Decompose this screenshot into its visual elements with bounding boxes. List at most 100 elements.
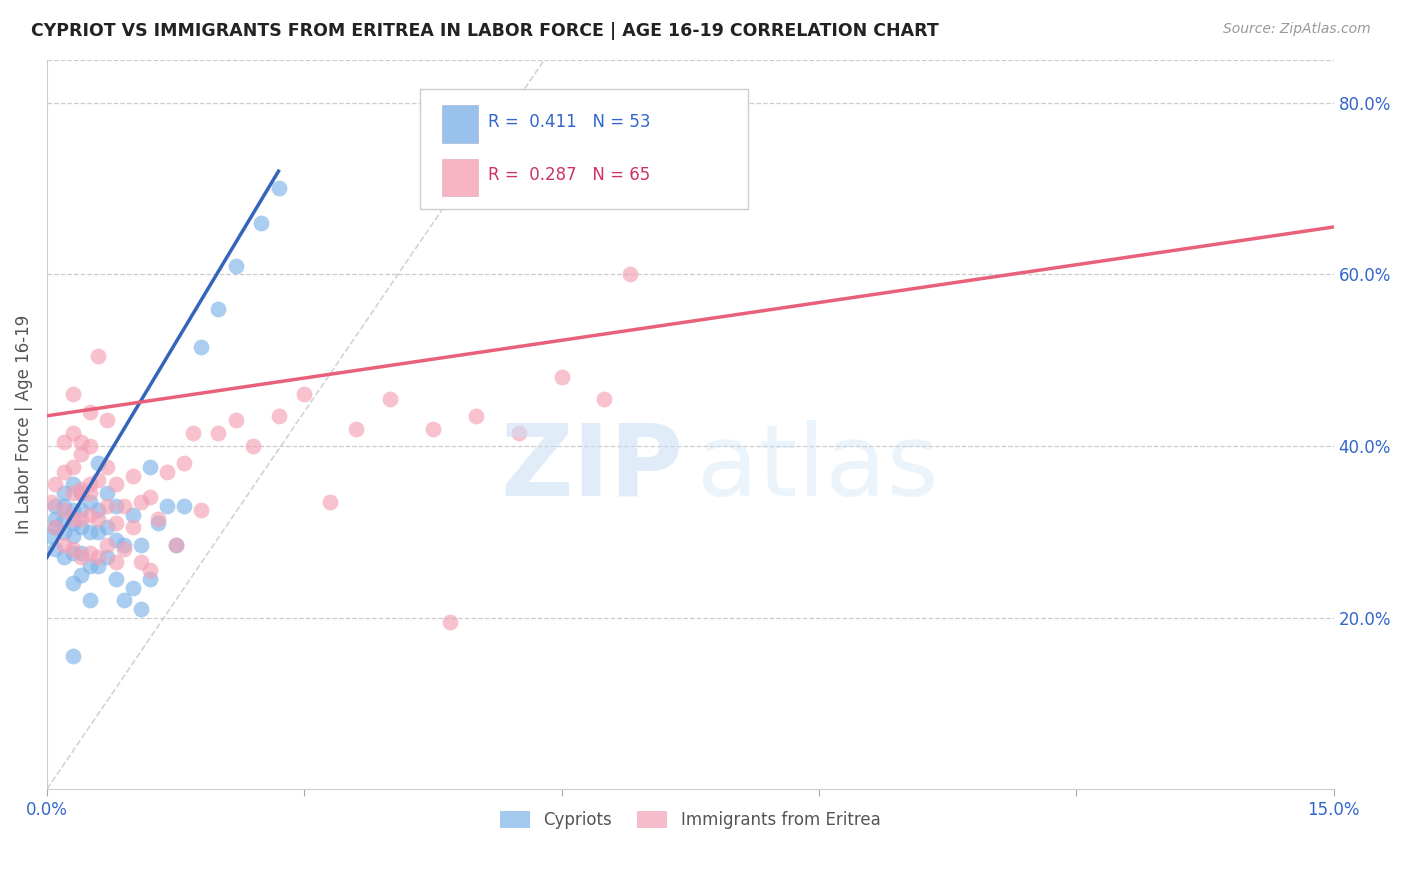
Point [79, 439, 101, 453]
Point [79, 508, 101, 522]
Point [70, 447, 93, 461]
Point [148, 512, 170, 526]
Point [70, 434, 93, 449]
Point [62, 529, 84, 543]
Point [70, 482, 93, 496]
Point [96, 550, 118, 565]
Point [112, 499, 135, 513]
Point [62, 486, 84, 500]
Point [225, 413, 247, 427]
Point [104, 499, 127, 513]
Point [62, 576, 84, 591]
Point [53, 512, 76, 526]
Text: R =  0.411   N = 53: R = 0.411 N = 53 [488, 112, 651, 130]
Point [44, 477, 66, 491]
Point [79, 486, 101, 500]
Point [129, 555, 152, 569]
Point [250, 216, 273, 230]
Point [96, 460, 118, 475]
Point [173, 499, 195, 513]
Point [62, 541, 84, 556]
Text: atlas: atlas [697, 420, 938, 516]
Text: ZIP: ZIP [501, 420, 683, 516]
Point [139, 460, 162, 475]
Point [593, 392, 616, 406]
Point [112, 538, 135, 552]
Point [70, 503, 93, 517]
Point [53, 486, 76, 500]
Point [79, 494, 101, 508]
Point [619, 267, 641, 281]
Point [87, 524, 110, 539]
Point [173, 456, 195, 470]
Point [156, 465, 179, 479]
Point [70, 546, 93, 560]
Point [79, 524, 101, 539]
Point [225, 259, 247, 273]
Point [62, 425, 84, 440]
Point [139, 491, 162, 505]
Point [44, 541, 66, 556]
Point [148, 516, 170, 530]
Point [70, 520, 93, 534]
Point [378, 392, 401, 406]
Point [70, 486, 93, 500]
Bar [441, 105, 478, 144]
Point [104, 516, 127, 530]
Point [79, 546, 101, 560]
Point [165, 538, 187, 552]
Point [156, 499, 179, 513]
Point [62, 503, 84, 517]
Point [139, 563, 162, 577]
Point [207, 301, 229, 316]
Point [104, 555, 127, 569]
Point [62, 387, 84, 401]
Point [70, 567, 93, 582]
Point [79, 404, 101, 418]
Point [129, 494, 152, 508]
Point [87, 349, 110, 363]
Point [70, 550, 93, 565]
Point [53, 550, 76, 565]
Point [104, 572, 127, 586]
Point [96, 538, 118, 552]
Legend: Cypriots, Immigrants from Eritrea: Cypriots, Immigrants from Eritrea [494, 804, 887, 836]
Point [70, 512, 93, 526]
Point [44, 512, 66, 526]
Point [104, 533, 127, 548]
Bar [441, 159, 478, 196]
Point [39, 529, 62, 543]
Point [121, 520, 143, 534]
Point [121, 508, 143, 522]
Point [53, 434, 76, 449]
Point [87, 559, 110, 574]
Point [87, 456, 110, 470]
Point [87, 503, 110, 517]
FancyBboxPatch shape [420, 89, 748, 209]
Point [139, 572, 162, 586]
Point [62, 516, 84, 530]
Point [62, 512, 84, 526]
Point [508, 425, 530, 440]
Point [96, 486, 118, 500]
Point [112, 541, 135, 556]
Point [190, 340, 212, 354]
Point [62, 546, 84, 560]
Point [39, 494, 62, 508]
Point [267, 181, 290, 195]
Point [70, 486, 93, 500]
Point [96, 413, 118, 427]
Point [87, 512, 110, 526]
Point [129, 538, 152, 552]
Point [53, 465, 76, 479]
Point [96, 499, 118, 513]
Point [79, 593, 101, 607]
Point [190, 503, 212, 517]
Text: CYPRIOT VS IMMIGRANTS FROM ERITREA IN LABOR FORCE | AGE 16-19 CORRELATION CHART: CYPRIOT VS IMMIGRANTS FROM ERITREA IN LA… [31, 22, 939, 40]
Text: R =  0.287   N = 65: R = 0.287 N = 65 [488, 166, 651, 184]
Text: Source: ZipAtlas.com: Source: ZipAtlas.com [1223, 22, 1371, 37]
Point [62, 649, 84, 664]
Point [112, 593, 135, 607]
Point [319, 494, 342, 508]
Point [79, 559, 101, 574]
